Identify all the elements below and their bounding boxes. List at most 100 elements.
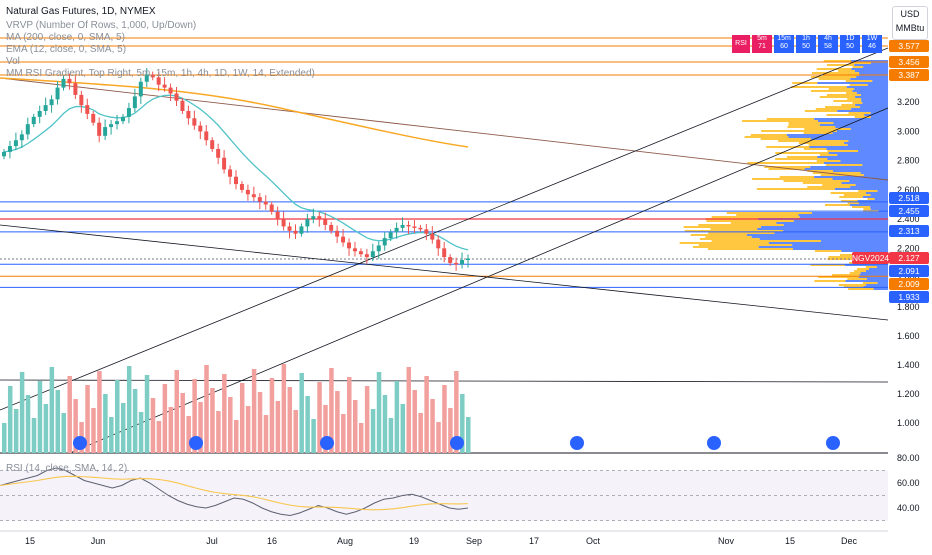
indicator-ema12[interactable]: EMA (12, close, 0, SMA, 5)	[6, 44, 127, 55]
candle-body	[239, 184, 244, 190]
y-tick-label: 1.200	[897, 389, 920, 399]
vrvp-bar-down	[711, 240, 821, 242]
vrvp-bar-down	[839, 196, 863, 198]
candle-body	[335, 230, 340, 237]
vrvp-bar-down	[845, 80, 873, 82]
price-badge	[889, 265, 929, 277]
vrvp-bar-up	[855, 184, 888, 186]
price-badge-label: NGV2024	[852, 253, 890, 263]
candle-body	[109, 124, 114, 128]
candle-body	[251, 194, 256, 198]
vrvp-bar-down	[802, 182, 842, 184]
vrvp-bar-up	[810, 166, 888, 168]
volume-bar	[180, 393, 185, 453]
x-tick-label: Jul	[206, 536, 218, 546]
volume-bar	[61, 413, 66, 453]
vrvp-bar-up	[862, 102, 888, 104]
vrvp-bar-down	[847, 202, 859, 204]
volume-bar	[287, 387, 293, 453]
vrvp-bar-up	[861, 100, 888, 102]
ma200-line	[0, 77, 469, 148]
candle-body	[97, 122, 102, 136]
price-badge	[889, 40, 929, 52]
indicator-mm-rsi[interactable]: MM RSI Gradient, Top Right, 5m, 15m, 1h,…	[6, 68, 315, 79]
vrvp-bar-down	[815, 108, 852, 110]
vrvp-bar-up	[840, 160, 888, 162]
price-badge-label: 3.456	[898, 57, 920, 67]
vrvp-bar-up	[865, 284, 888, 286]
currency-selector[interactable]: USD MMBtu	[892, 6, 928, 40]
y-tick-label: 80.00	[897, 453, 920, 463]
event-marker-icon	[570, 436, 584, 450]
y-tick-label: 2.600	[897, 185, 920, 195]
price-badge-label: 2.518	[898, 193, 920, 203]
volume-bar	[400, 404, 406, 453]
vrvp-bar-up	[828, 152, 888, 154]
price-badge	[889, 69, 929, 81]
candle-body	[67, 78, 72, 84]
vrvp-bar-up	[783, 224, 888, 226]
vrvp-bar-down	[684, 230, 784, 232]
volume-bar	[239, 383, 245, 453]
vrvp-bar-down	[823, 60, 852, 62]
volume-bar	[418, 413, 423, 453]
volume-bar	[210, 388, 215, 453]
vrvp-bar-down	[852, 102, 863, 104]
vrvp-bar-up	[861, 98, 888, 100]
candle-body	[370, 251, 375, 258]
rsi-panel-label[interactable]: RSI (14, close, SMA, 14, 2)	[6, 463, 128, 474]
volume-bar	[436, 422, 441, 453]
indicator-ma200[interactable]: MA (200, close, 0, SMA, 5)	[6, 32, 125, 43]
candle-body	[162, 84, 167, 88]
chart-title[interactable]: Natural Gas Futures, 1D, NYMEX	[6, 6, 156, 17]
vrvp-bar-down	[825, 106, 861, 108]
vrvp-bar-down	[824, 204, 850, 206]
candle-body	[382, 238, 387, 246]
y-tick-label: 2.200	[897, 243, 920, 253]
candle-body	[400, 224, 405, 228]
vrvp-bar-up	[868, 268, 888, 270]
x-tick-label: Aug	[337, 536, 353, 546]
vrvp-bar-up	[837, 110, 888, 112]
volume-bar	[424, 376, 429, 453]
vrvp-bar-up	[851, 108, 888, 110]
price-badge-label: 2.009	[898, 279, 920, 289]
vrvp-bar-down	[828, 88, 855, 90]
vrvp-bar-down	[827, 150, 859, 152]
vrvp-bar-up	[872, 80, 888, 82]
vrvp-bar-down	[807, 170, 833, 172]
indicator-vrvp[interactable]: VRVP (Number Of Rows, 1,000, Up/Down)	[6, 20, 197, 31]
candle-body	[358, 251, 363, 255]
vrvp-bar-down	[756, 188, 835, 190]
x-tick-label: Jun	[91, 536, 106, 546]
volume-bar	[299, 373, 304, 453]
candle-body	[347, 242, 352, 249]
indicator-vol[interactable]: Vol	[6, 56, 20, 67]
vrvp-bar-down	[803, 132, 833, 134]
candle-body	[287, 226, 292, 231]
vrvp-bar-down	[849, 272, 861, 274]
candle-body	[180, 100, 185, 111]
price-badge-label: 2.127	[898, 253, 920, 263]
y-tick-label: 40.00	[897, 503, 920, 513]
vrvp-bar-down	[848, 112, 871, 114]
vrvp-bar-down	[778, 140, 849, 142]
volume-bar	[109, 417, 114, 453]
volume-bar	[37, 381, 43, 453]
vrvp-bar-down	[783, 180, 850, 182]
vrvp-bar-down	[819, 96, 856, 98]
volume-bar	[317, 382, 322, 453]
vrvp-bar-up	[856, 76, 888, 78]
vrvp-bar-down	[847, 278, 867, 280]
candle-body	[430, 233, 435, 240]
candle-body	[43, 105, 48, 111]
vrvp-bar-up	[876, 266, 888, 268]
vrvp-bar-up	[855, 104, 888, 106]
y-tick-label: 3.000	[897, 126, 920, 136]
volume-bar	[156, 421, 162, 453]
volume-bar	[388, 418, 394, 453]
volume-bar	[448, 408, 453, 453]
candle-body	[7, 146, 12, 152]
candle-body	[186, 110, 191, 119]
